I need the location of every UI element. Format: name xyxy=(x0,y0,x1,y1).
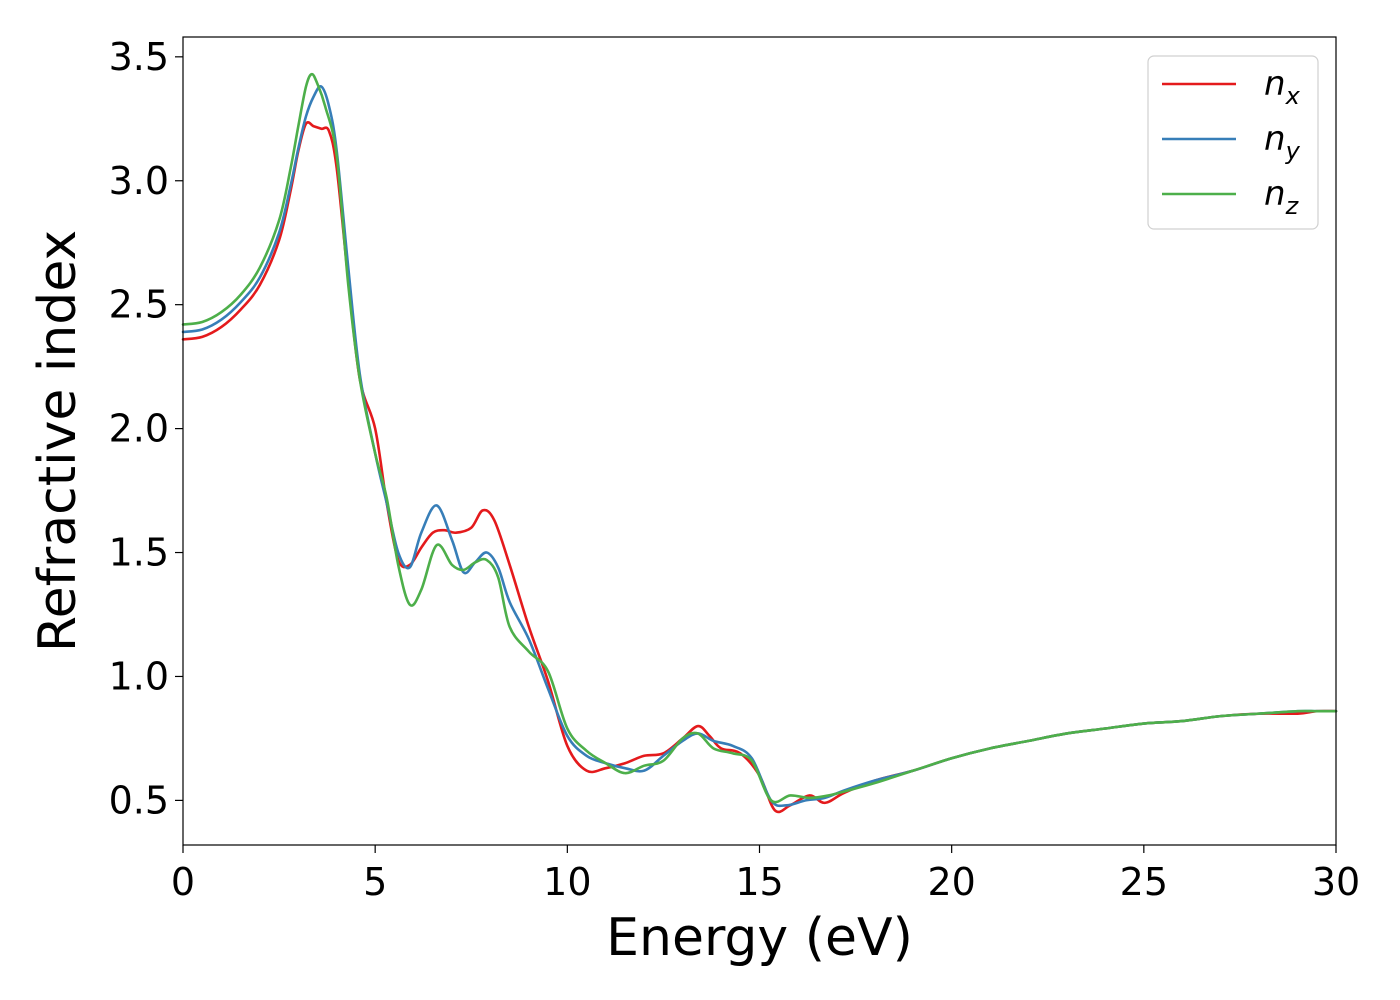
y-tick-label: 1.0 xyxy=(109,654,169,698)
legend-label-x: nx xyxy=(1264,64,1301,110)
series-layer xyxy=(181,72,1338,814)
y-axis: 0.5 1.0 1.5 2.0 2.5 3.0 3.5 xyxy=(109,35,183,822)
series-line-z xyxy=(181,72,1338,804)
x-tick-label: 5 xyxy=(363,860,387,904)
y-tick-label: 2.5 xyxy=(109,283,169,327)
x-tick-label: 15 xyxy=(735,860,783,904)
y-tick-label: 0.5 xyxy=(109,778,169,822)
legend-label-y: ny xyxy=(1264,119,1301,165)
x-tick-label: 20 xyxy=(927,860,975,904)
legend-box xyxy=(1147,55,1319,230)
x-axis: 0 5 10 15 20 25 30 xyxy=(171,845,1360,904)
y-tick-label: 3.5 xyxy=(109,35,169,79)
x-tick-label: 25 xyxy=(1120,860,1168,904)
y-tick-label: 3.0 xyxy=(109,159,169,203)
legend: nx ny nz xyxy=(1147,55,1319,230)
legend-label-z: nz xyxy=(1264,174,1300,220)
y-tick-label: 2.0 xyxy=(109,407,169,451)
y-axis-title: Refractive index xyxy=(28,230,88,652)
x-tick-label: 0 xyxy=(171,860,195,904)
x-tick-label: 30 xyxy=(1312,860,1360,904)
x-tick-label: 10 xyxy=(543,860,591,904)
x-axis-title: Energy (eV) xyxy=(606,908,913,968)
y-tick-label: 1.5 xyxy=(109,531,169,575)
